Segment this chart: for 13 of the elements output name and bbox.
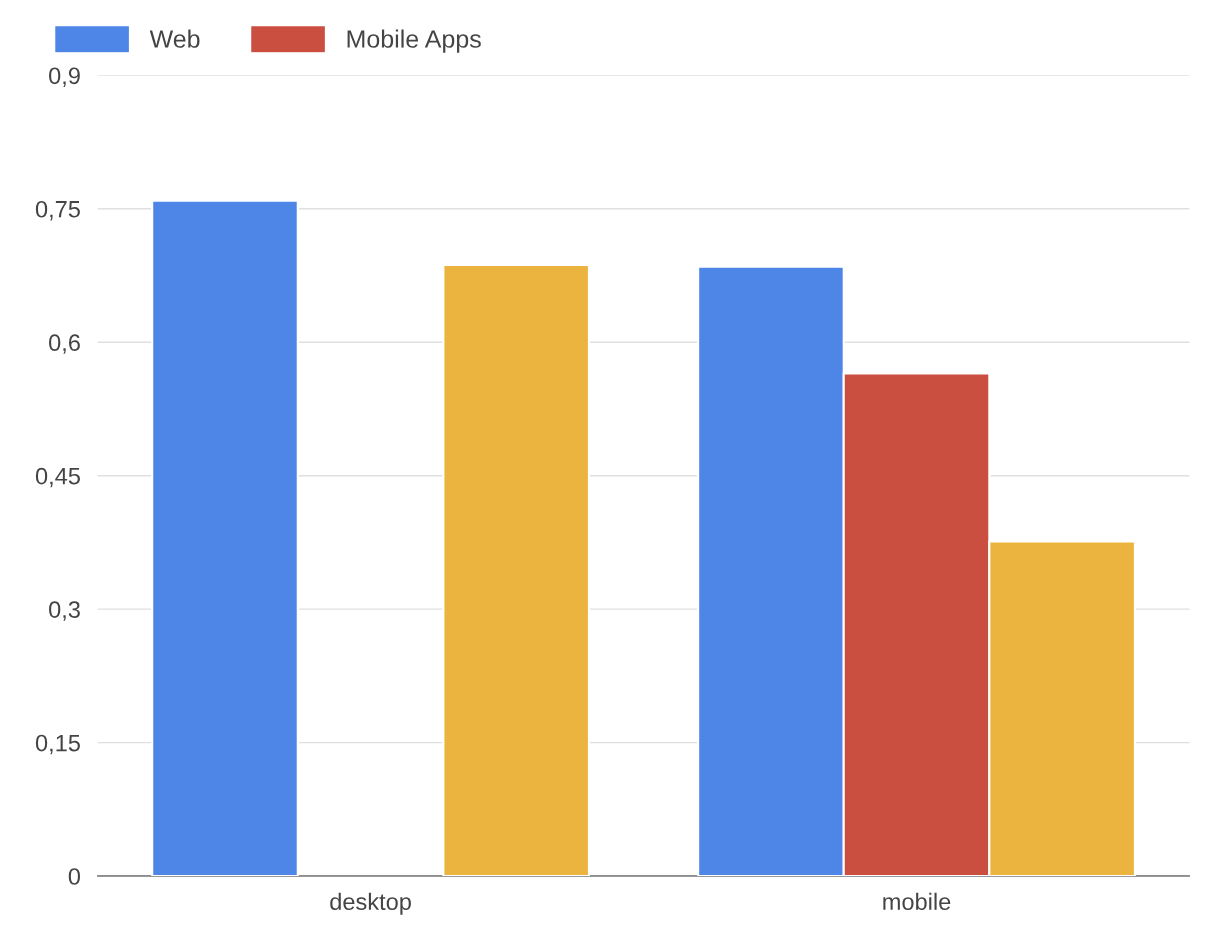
- y-tick-label: 0,15: [35, 734, 80, 755]
- legend-label: Web: [149, 29, 200, 48]
- y-tick-label: 0: [68, 868, 81, 885]
- y-tick-label: 0,9: [49, 67, 80, 87]
- y-tick-label: 0,3: [49, 601, 80, 621]
- bar: [151, 199, 299, 877]
- legend-label: Mobile Apps: [347, 29, 481, 53]
- x-tick-label: desktop: [330, 892, 411, 915]
- y-tick-label: 0,45: [35, 467, 80, 488]
- bar: [442, 263, 590, 877]
- y-tick-label: 0,75: [35, 200, 80, 221]
- x-tick-label: mobile: [883, 892, 951, 911]
- y-tick-label: 0,6: [49, 334, 80, 354]
